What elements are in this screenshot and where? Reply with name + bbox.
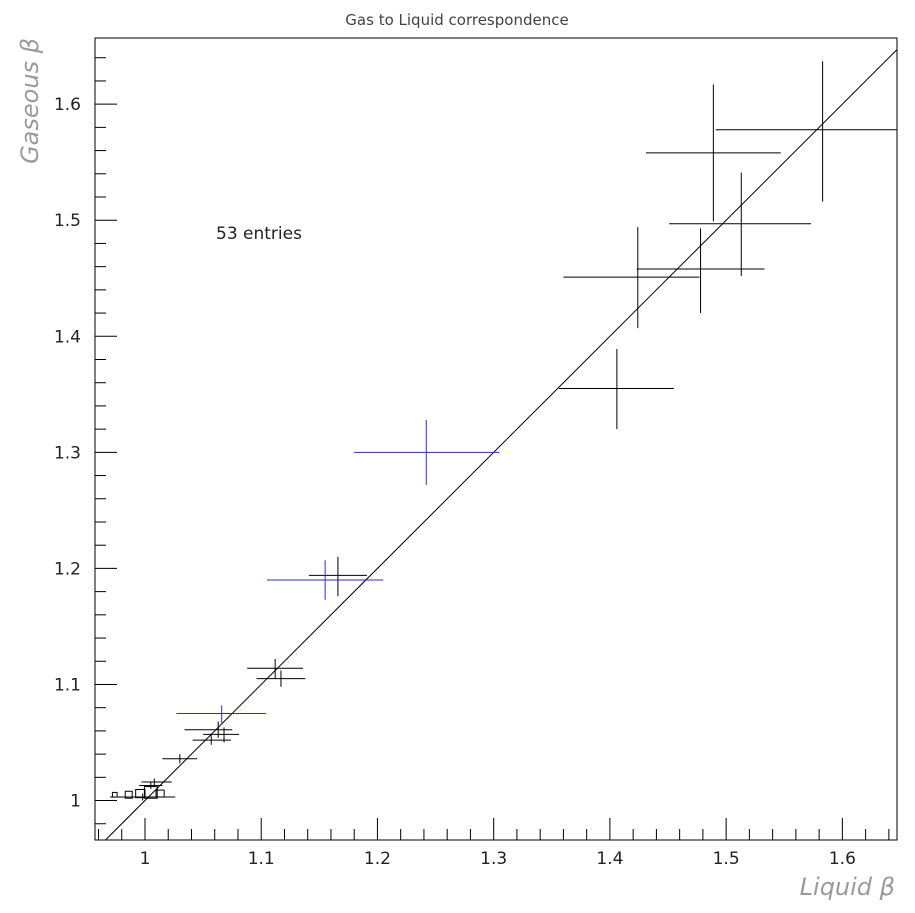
x-tick-label: 1.3 bbox=[480, 849, 507, 869]
box-marker bbox=[124, 790, 133, 799]
data-point bbox=[184, 721, 233, 738]
y-tick-label: 1.5 bbox=[54, 211, 81, 231]
x-tick-label: 1 bbox=[140, 849, 151, 869]
x-tick-label: 1.6 bbox=[829, 849, 856, 869]
y-tick-label: 1.6 bbox=[54, 95, 81, 115]
diagonal-line bbox=[105, 49, 898, 841]
box-marker bbox=[143, 786, 158, 799]
box-marker bbox=[111, 791, 118, 798]
data-point bbox=[715, 61, 897, 202]
data-point bbox=[645, 84, 781, 222]
data-point bbox=[110, 793, 176, 801]
plot-frame bbox=[94, 37, 898, 841]
data-point bbox=[563, 227, 700, 329]
data-point bbox=[256, 670, 306, 687]
data-point bbox=[636, 228, 765, 314]
chart-title: Gas to Liquid correspondence bbox=[345, 11, 568, 29]
box-marker bbox=[135, 789, 146, 799]
data-point bbox=[669, 172, 811, 276]
box-marker bbox=[155, 789, 165, 798]
y-tick-label: 1.2 bbox=[54, 559, 81, 579]
x-tick-label: 1.2 bbox=[364, 849, 391, 869]
x-axis-title: Liquid β bbox=[800, 873, 895, 901]
x-tick-label: 1.4 bbox=[596, 849, 623, 869]
y-axis-title: Gaseous β bbox=[16, 38, 44, 164]
x-tick-label: 1.5 bbox=[713, 849, 740, 869]
data-point bbox=[176, 705, 266, 723]
data-point bbox=[247, 658, 304, 679]
y-tick-label: 1.1 bbox=[54, 675, 81, 695]
data-point bbox=[162, 754, 198, 764]
data-point bbox=[558, 349, 674, 430]
data-point bbox=[139, 781, 163, 789]
entries-annotation: 53 entries bbox=[216, 224, 302, 244]
y-tick-label: 1.4 bbox=[54, 327, 81, 347]
data-point bbox=[354, 419, 500, 485]
y-tick-label: 1.3 bbox=[54, 443, 81, 463]
y-tick-label: 1 bbox=[70, 792, 81, 812]
x-tick-label: 1.1 bbox=[248, 849, 275, 869]
data-point bbox=[267, 560, 384, 600]
data-point bbox=[308, 556, 367, 597]
data-point bbox=[192, 734, 231, 745]
